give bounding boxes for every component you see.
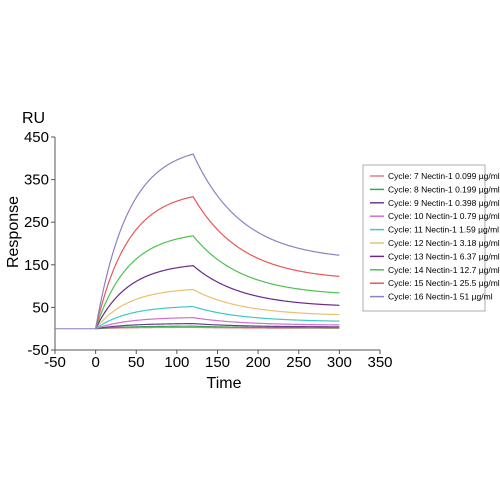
- series-line-2: [95, 325, 340, 330]
- x-tick-label: 250: [286, 354, 311, 371]
- x-tick-label: 150: [205, 354, 230, 371]
- legend-label-2: Cycle: 8 Nectin-1 0.199 µg/ml: [388, 184, 500, 194]
- x-tick-label: 0: [91, 354, 99, 371]
- legend-label-10: Cycle: 16 Nectin-1 51 µg/ml: [388, 292, 493, 302]
- x-tick-label: -50: [44, 354, 66, 371]
- x-tick-label: 100: [164, 354, 189, 371]
- series-line-5: [95, 305, 340, 330]
- legend-label-1: Cycle: 7 Nectin-1 0.099 µg/ml: [388, 171, 500, 181]
- series-line-4: [95, 317, 340, 330]
- series-line-3: [95, 322, 340, 330]
- legend-label-9: Cycle: 15 Nectin-1 25.5 µg/ml: [388, 278, 500, 288]
- series-line-9: [95, 195, 340, 329]
- series-line-8: [95, 235, 340, 329]
- unit-label: RU: [22, 110, 45, 127]
- x-tick-label: 300: [327, 354, 352, 371]
- y-tick-label: -50: [27, 342, 49, 359]
- legend-label-7: Cycle: 13 Nectin-1 6.37 µg/ml: [388, 251, 500, 261]
- y-tick-label: 350: [24, 172, 49, 189]
- legend-label-5: Cycle: 11 Nectin-1 1.59 µg/ml: [388, 225, 499, 235]
- y-tick-label: 450: [24, 129, 49, 146]
- x-tick-label: 200: [246, 354, 271, 371]
- y-axis-title: Response: [5, 196, 22, 268]
- series-line-7: [95, 265, 340, 329]
- legend-label-8: Cycle: 14 Nectin-1 12.7 µg/ml: [388, 265, 500, 275]
- y-tick-label: 150: [24, 257, 49, 274]
- x-axis-ticks: -50 0 50 100 150 200 250 300 350: [44, 350, 393, 371]
- y-axis-ticks: -50 50 150 250 350 450: [24, 129, 55, 359]
- y-tick-label: 50: [32, 299, 49, 316]
- series-line-6: [95, 288, 340, 330]
- series-line-10: [95, 153, 340, 329]
- legend-label-3: Cycle: 9 Nectin-1 0.398 µg/ml: [388, 198, 500, 208]
- x-axis-title: Time: [207, 375, 242, 392]
- x-tick-label: 350: [367, 354, 392, 371]
- y-tick-label: 250: [24, 214, 49, 231]
- legend: Cycle: 7 Nectin-1 0.099 µg/ml Cycle: 8 Ne…: [370, 171, 500, 302]
- legend-label-4: Cycle: 10 Nectin-1 0.79 µg/ml: [388, 211, 500, 221]
- plot-lines: [95, 153, 340, 330]
- legend-label-6: Cycle: 12 Nectin-1 3.18 µg/ml: [388, 238, 500, 248]
- x-tick-label: 50: [128, 354, 145, 371]
